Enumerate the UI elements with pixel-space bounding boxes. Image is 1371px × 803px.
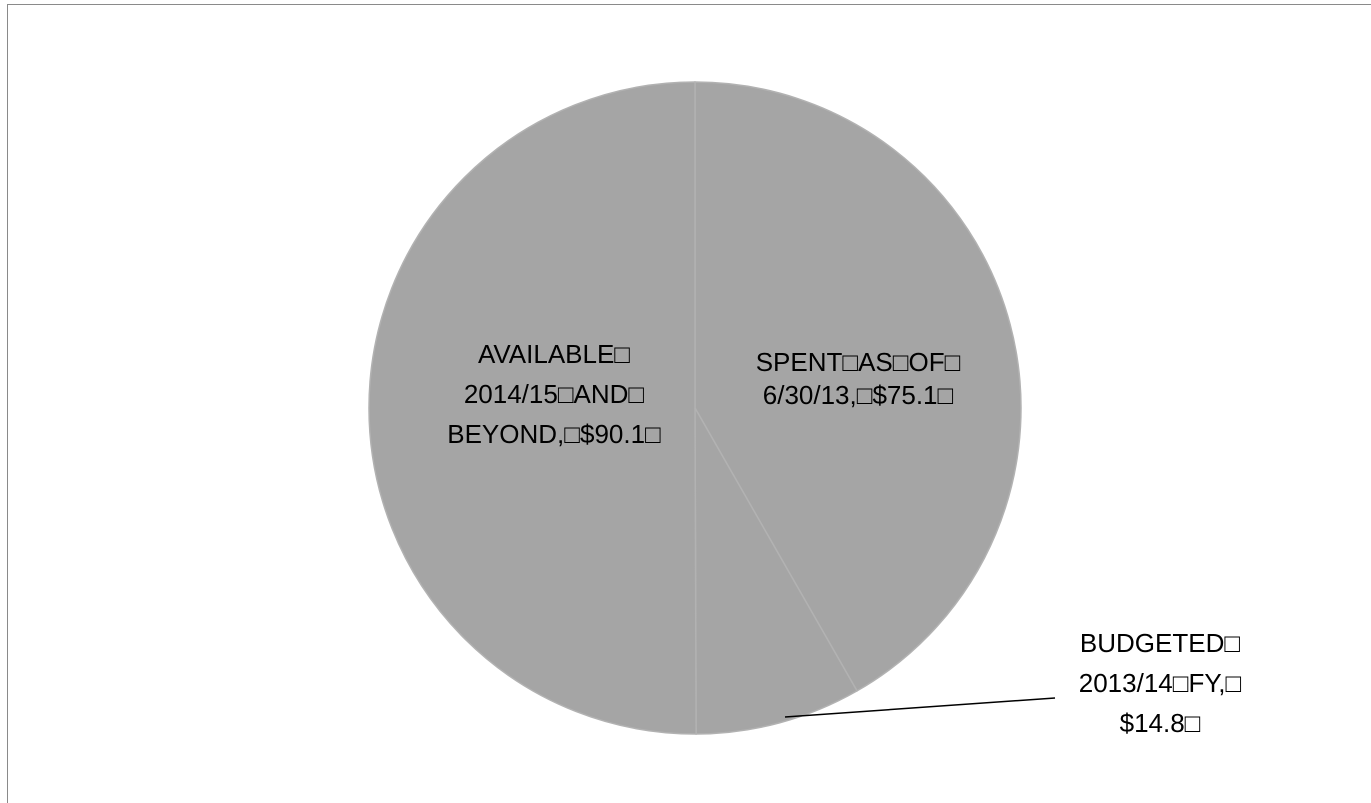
slice-labels: SPENT□AS□OF□ 6/30/13,□$75.1□ BUDGETED□ 2013… [447,339,1241,738]
slice-label-line: AVAILABLE□ [478,339,630,369]
pie-slice-3 [368,81,697,735]
slice-label-3: AVAILABLE□ 2014/15□AND□ BEYOND,□$90.1□ [447,339,661,449]
leader-line [784,697,1056,718]
slice-label-line: BUDGETED□ [1080,628,1240,658]
slice-label-line: $14.8□ [1120,708,1201,738]
slice-label-1: SPENT□AS□OF□ 6/30/13,□$75.1□ [756,347,961,410]
slice-label-line: SPENT□AS□OF□ [756,347,961,377]
slice-label-2: BUDGETED□ 2013/14□FY,□ $14.8□ [1079,628,1242,738]
pie-slices [368,81,1022,735]
pie-slice-2 [694,405,859,735]
pie-slice-1 [694,81,1022,692]
slice-label-line: 6/30/13,□$75.1□ [763,380,954,410]
slice-label-line: 2013/14□FY,□ [1079,668,1242,698]
slice-label-line: 2014/15□AND□ [464,379,645,409]
slice-label-line: BEYOND,□$90.1□ [447,419,661,449]
